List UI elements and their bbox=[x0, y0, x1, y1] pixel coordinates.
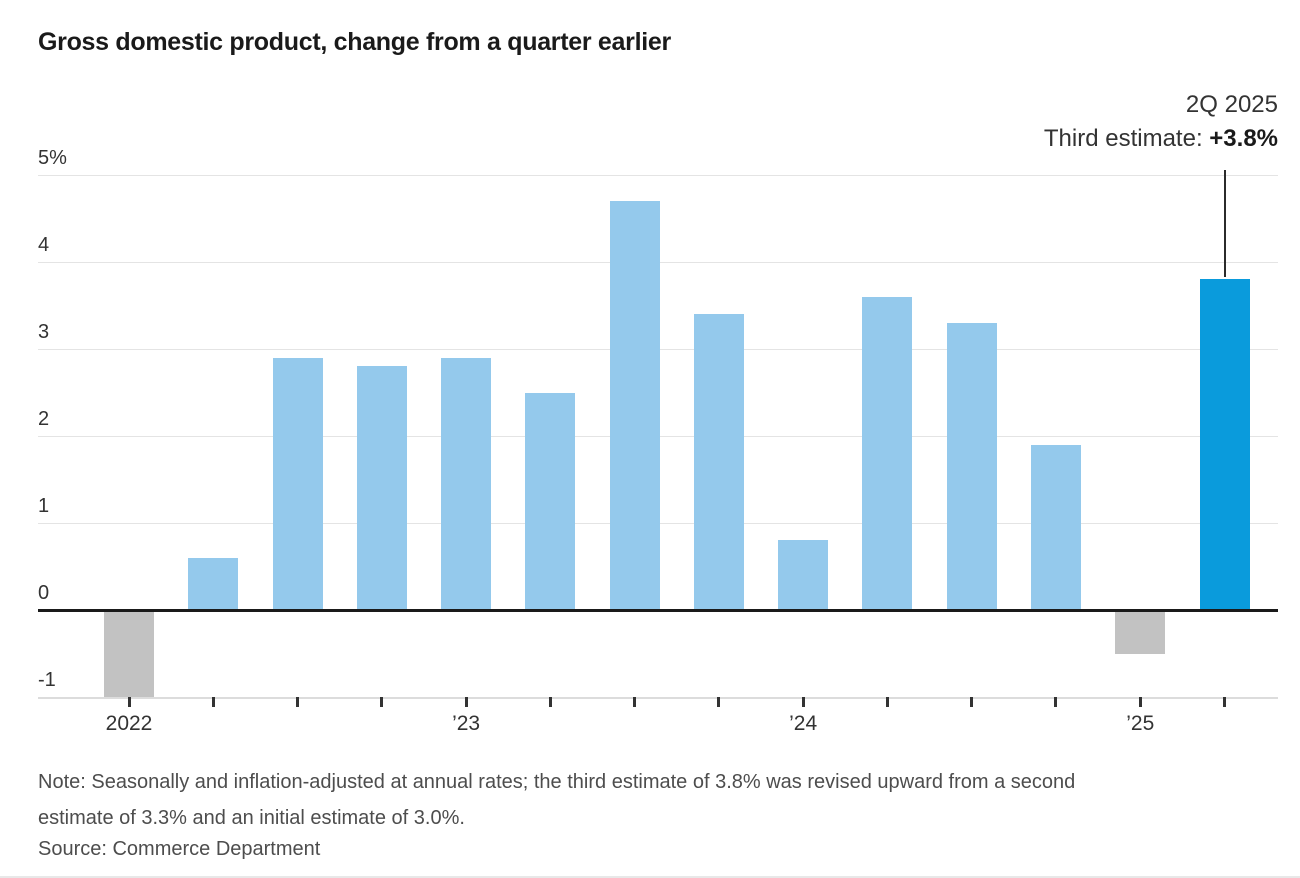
x-tick bbox=[548, 697, 552, 707]
x-axis-label-25: ’25 bbox=[1126, 712, 1155, 735]
annotation-value: +3.8% bbox=[1209, 125, 1278, 152]
x-tick bbox=[633, 697, 637, 707]
bar-2q-2024 bbox=[862, 296, 913, 610]
gridline--1 bbox=[38, 696, 1278, 699]
y-axis-label--1: -1 bbox=[38, 669, 56, 691]
x-tick bbox=[885, 697, 889, 707]
bar-1q-2023 bbox=[441, 357, 492, 610]
bar-1q-2024 bbox=[778, 540, 829, 610]
x-tick bbox=[211, 697, 215, 707]
bar-2q-2025 bbox=[1199, 279, 1250, 610]
x-tick bbox=[1138, 697, 1142, 707]
bar-4q-2024 bbox=[1030, 444, 1081, 610]
gridline-5pct bbox=[38, 174, 1278, 176]
bar-2q-2022 bbox=[188, 557, 239, 610]
bar-3q-2023 bbox=[609, 201, 660, 610]
y-axis-label-2: 2 bbox=[38, 408, 50, 430]
bar-3q-2024 bbox=[946, 322, 997, 610]
annotation-quarter: 2Q 2025 bbox=[1185, 91, 1278, 118]
highlight-annotation: 2Q 2025 Third estimate: +3.8% bbox=[1044, 88, 1278, 156]
x-tick bbox=[801, 697, 805, 707]
bar-2q-2023 bbox=[525, 392, 576, 610]
x-axis-label-23: ’23 bbox=[452, 712, 481, 735]
x-tick bbox=[1054, 697, 1058, 707]
chart-title: Gross domestic product, change from a qu… bbox=[38, 28, 671, 56]
y-axis-label-0: 0 bbox=[38, 582, 50, 604]
annotation-estimate: Third estimate: +3.8% bbox=[1043, 125, 1278, 152]
bar-4q-2023 bbox=[693, 314, 744, 610]
gridline-0 bbox=[38, 608, 1278, 612]
x-tick bbox=[970, 697, 974, 707]
y-axis-label-5pct: 5% bbox=[38, 147, 67, 169]
callout-line bbox=[1223, 170, 1226, 278]
x-tick bbox=[296, 697, 300, 707]
x-tick bbox=[127, 697, 131, 707]
bar-1q-2025 bbox=[1115, 610, 1166, 654]
bar-1q-2022 bbox=[104, 610, 154, 697]
x-tick bbox=[717, 697, 721, 707]
x-tick bbox=[1223, 697, 1226, 707]
bar-4q-2022 bbox=[356, 366, 407, 610]
chart-note: Note: Seasonally and inflation-adjusted … bbox=[38, 771, 1076, 829]
y-axis-label-1: 1 bbox=[38, 495, 50, 517]
x-tick bbox=[464, 697, 468, 707]
x-tick bbox=[380, 697, 384, 707]
x-axis-label-2022: 2022 bbox=[105, 712, 153, 735]
y-axis-label-3: 3 bbox=[38, 321, 50, 343]
x-axis-label-24: ’24 bbox=[789, 712, 818, 735]
y-axis-label-4: 4 bbox=[38, 234, 50, 256]
chart-source: Source: Commerce Department bbox=[38, 838, 321, 860]
bar-3q-2022 bbox=[272, 357, 323, 610]
